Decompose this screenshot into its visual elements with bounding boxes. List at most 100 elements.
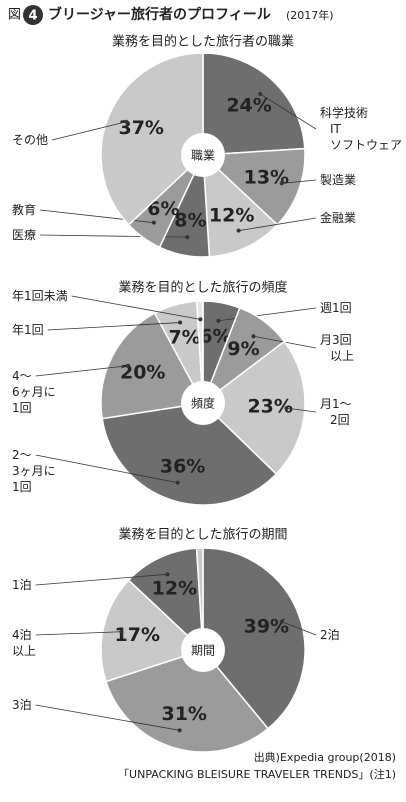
category-line: 月3回 [320, 333, 352, 347]
category-label: 科学技術 IT ソフトウェア [320, 105, 402, 152]
category-line: 製造業 [320, 173, 356, 187]
category-label: 金融業 [320, 210, 356, 225]
category-line: 1回 [12, 480, 32, 494]
leader-line [35, 704, 180, 731]
category-line: 1回 [12, 401, 32, 415]
category-line: 4〜 [12, 369, 32, 383]
pie-slice [195, 300, 204, 404]
category-label: 月3回以上 [320, 333, 354, 363]
category-line: 以上 [330, 349, 354, 363]
leader-dot [119, 629, 124, 634]
category-line: 年1回未満 [12, 289, 68, 303]
value-label: 9% [227, 338, 259, 360]
leader-dot [251, 334, 256, 339]
value-label: 24% [226, 94, 271, 116]
category-line: 6ヶ月に [12, 385, 56, 399]
leader-dot [236, 228, 241, 233]
source: 「UNPACKING BLEISURE TRAVELER TRENDS」(注1) [118, 767, 396, 781]
value-label: 31% [161, 703, 206, 725]
leader-line [286, 407, 317, 413]
leader-dot [175, 480, 180, 485]
leader-dot [178, 320, 183, 325]
value-label: 7% [168, 327, 200, 349]
leader-dot [124, 119, 129, 124]
category-line: 以上 [12, 644, 36, 658]
category-label: 医療 [12, 228, 36, 242]
fig-label: 図 [8, 8, 21, 23]
value-label: 20% [120, 361, 165, 383]
value-label: 12% [209, 204, 254, 226]
category-label: 月1〜 2回 [320, 397, 352, 427]
value-label: 13% [244, 166, 289, 188]
leader-dot [177, 728, 182, 733]
leader-line [39, 209, 154, 224]
leader-line [218, 307, 317, 322]
category-label: 2泊 [320, 628, 340, 642]
pie-slice [101, 402, 278, 506]
value-label: 6% [147, 198, 179, 220]
center-label: 期間 [191, 644, 215, 658]
fig-title: ブリージャー旅行者のプロフィール [48, 6, 271, 23]
value-label: 39% [244, 616, 289, 638]
category-line: その他 [12, 133, 48, 147]
leader-dot [279, 619, 284, 624]
leader-line [35, 365, 129, 377]
category-label: 1泊 [12, 578, 32, 592]
pie-slice [127, 547, 204, 652]
leader-line [71, 295, 201, 320]
category-line: 3ヶ月に [12, 464, 56, 478]
category-label: 年1回未満 [12, 289, 68, 303]
category-line: 医療 [12, 228, 36, 242]
pie-slice [105, 649, 270, 753]
pie-slice [195, 547, 204, 651]
category-line: 金融業 [320, 210, 356, 225]
source: 出典)Expedia group(2018) [254, 750, 396, 764]
fig-badge [23, 5, 43, 25]
category-line: IT [330, 122, 342, 136]
value-label: 6% [199, 325, 231, 347]
category-line: 3泊 [12, 698, 32, 712]
leader-dot [216, 318, 221, 323]
leader-dot [126, 363, 131, 368]
leader-line [35, 631, 122, 636]
center-hole [181, 381, 225, 425]
value-label: 17% [115, 624, 160, 646]
category-label: 3泊 [12, 698, 32, 712]
leader-dot [151, 220, 156, 225]
value-label: 36% [160, 456, 205, 478]
leader-dot [165, 572, 170, 577]
leader-dot [284, 406, 289, 411]
center-hole [181, 133, 225, 177]
pie-slice [202, 52, 306, 156]
leader-line [47, 322, 181, 331]
center-label: 頻度 [191, 396, 215, 411]
chart-title: 業務を目的とした旅行の期間 [118, 527, 287, 543]
category-label: 製造業 [320, 173, 356, 187]
leader-line [35, 573, 168, 586]
category-line: 教育 [12, 202, 36, 217]
chart-title: 業務を目的とした旅行の頻度 [118, 280, 287, 296]
category-line: 2〜 [12, 448, 32, 462]
category-line: 2泊 [320, 628, 340, 642]
value-label: 8% [174, 210, 206, 232]
category-line: 年1回 [12, 323, 44, 337]
category-label: その他 [12, 133, 48, 147]
category-line: 科学技術 [320, 105, 368, 120]
center-hole [181, 628, 225, 672]
leader-line [281, 179, 317, 184]
category-line: 月1〜 [320, 397, 352, 411]
category-line: 1泊 [12, 578, 32, 592]
fig-number: 4 [28, 9, 37, 24]
pie-slice [201, 340, 306, 476]
value-label: 12% [152, 578, 197, 600]
category-label: 年1回 [12, 323, 44, 337]
pie-slice [100, 312, 205, 420]
pie-slice [202, 547, 306, 730]
leader-dot [279, 181, 284, 186]
leader-line [35, 454, 178, 484]
center-label: 職業 [191, 149, 215, 163]
pie-slice [201, 147, 306, 226]
fig-year: (2017年) [286, 8, 334, 22]
category-line: 4泊 [12, 628, 32, 642]
leader-line [238, 217, 317, 232]
